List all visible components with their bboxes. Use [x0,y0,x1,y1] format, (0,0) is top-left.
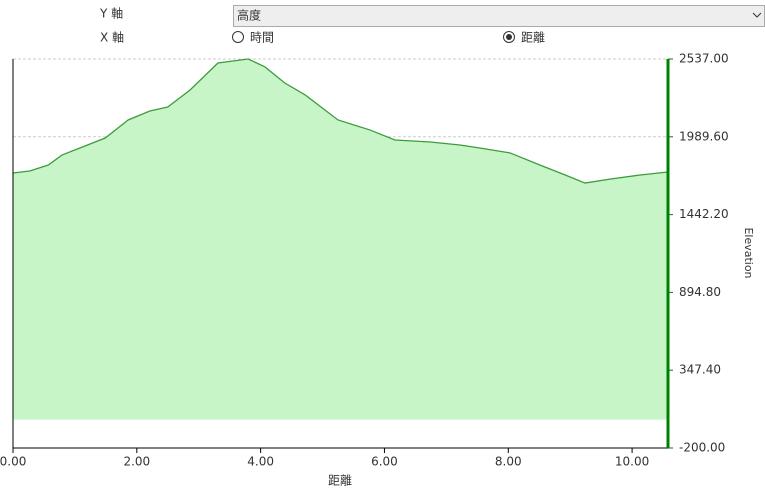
select-box[interactable] [233,5,765,27]
line [12,58,669,184]
select-arrow [752,12,762,18]
y-title: Elevation [742,227,755,278]
area [13,59,668,420]
x-tick-label: 6.00 [371,455,398,469]
select-value: 高度 [237,8,261,23]
x-axis-label: X 軸 [100,31,124,45]
y-tick-label: 1989.60 [679,129,729,143]
x-tick-label: 8.00 [495,455,522,469]
y-axis-label: Y 軸 [99,7,123,21]
y-tick-label: -200.00 [679,441,725,455]
y-select[interactable]: 高度 [233,5,765,27]
x-tick-label: 10.00 [615,455,649,469]
radio-label[interactable]: 時間 [250,31,274,45]
y-tick-label: 347.40 [679,363,721,377]
y-tick-label: 1442.20 [679,207,729,221]
radio-dot [506,34,512,40]
x-tick-label: 2.00 [123,455,150,469]
x-title: 距離 [328,474,352,488]
x-tick-label: 4.00 [247,455,274,469]
y-tick-label: 2537.00 [679,52,729,66]
y-tick-label: 894.80 [679,285,721,299]
radio[interactable] [232,31,244,43]
x-tick-label: 0.00 [0,455,26,469]
radio-label[interactable]: 距離 [521,31,545,45]
